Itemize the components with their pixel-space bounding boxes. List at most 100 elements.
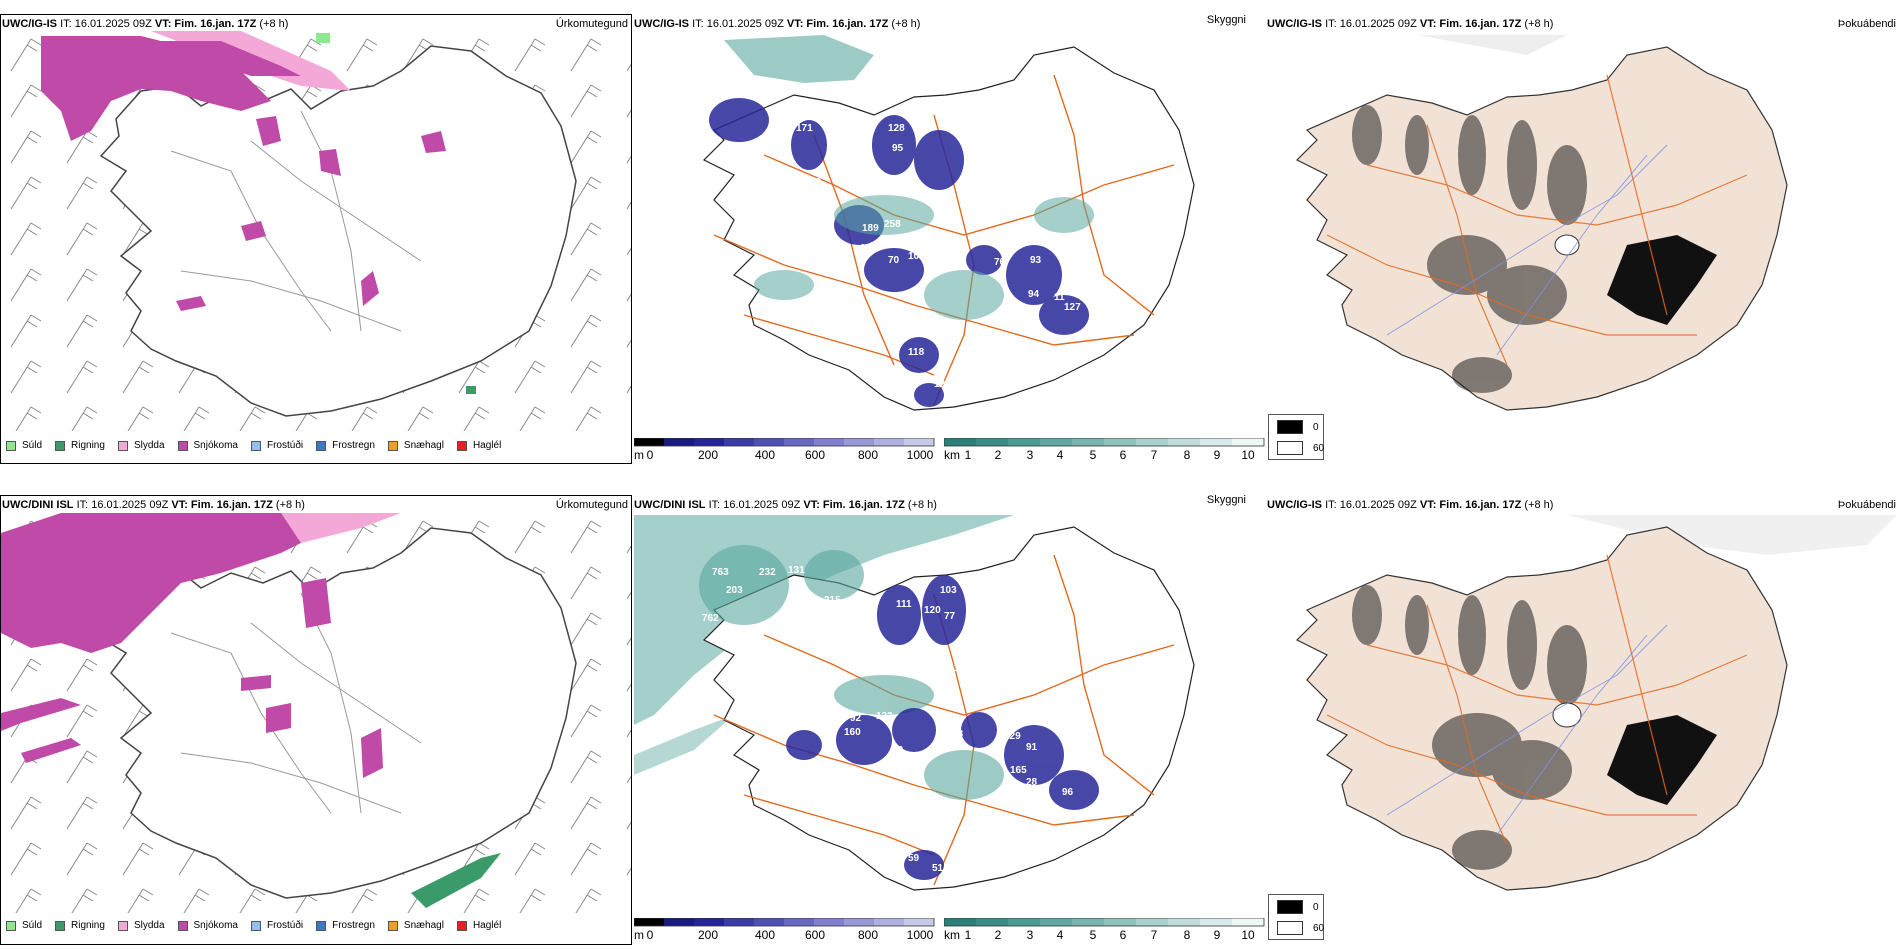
vis-km-unit: km: [944, 928, 960, 942]
legend-item-haglel: Haglél: [456, 920, 501, 931]
visibility-value-label: 28: [1026, 777, 1038, 788]
legend-item-rigning: Rigning: [55, 920, 105, 931]
vis-km-tick: 8: [1183, 448, 1191, 462]
visibility-value-label: 76: [994, 257, 1006, 268]
precip-legend-row2: Súld Rigning Slydda Snjókoma Frostúði Fr…: [6, 920, 514, 931]
visibility-labels-row1: 333 800 237 918 171 128 95 258 189 124 70 106 92 76 93…: [700, 79, 1081, 390]
visibility-value-label: 103: [940, 585, 957, 596]
visibility-value-label: 763: [712, 567, 729, 578]
legend-item-haglel: Haglél: [456, 440, 501, 451]
legend-item-snjokoma: Snjókoma: [177, 920, 238, 931]
visibility-value-label: 51: [932, 863, 944, 874]
vis-km-tick: 4: [1056, 928, 1064, 942]
legend-item-snjokoma: Snjókoma: [177, 440, 238, 451]
vis-km-tick: 4: [1056, 448, 1064, 462]
visibility-value-label: 118: [908, 347, 925, 358]
precip-legend-row1: Súld Rigning Slydda Snjókoma Frostúði Fr…: [6, 440, 514, 451]
precip-map-row1: [1, 31, 631, 431]
vis-km-tick: 10: [1241, 928, 1255, 942]
legend-item-rigning: Rigning: [55, 440, 105, 451]
visibility-value-label: 13: [810, 177, 822, 188]
vis-km-gradient: [944, 918, 1265, 927]
precip-map-frame: [0, 14, 632, 464]
vis-m-tick: 1000: [906, 448, 934, 462]
visibility-value-label: 92: [850, 713, 862, 724]
vis-m-colorbar-row2: m 0 200 400 600 800 1000: [634, 918, 940, 942]
vis-m-tick: 400: [754, 928, 776, 942]
visibility-value-label: 91: [1026, 742, 1038, 753]
vis-km-tick: 10: [1241, 448, 1255, 462]
visibility-value-label: 221: [794, 625, 811, 636]
visibility-value-label: 215: [824, 595, 841, 606]
vis-km-tick: 9: [1213, 448, 1221, 462]
legend-item-slydda: Slydda: [117, 920, 165, 931]
vis-m-tick: 800: [857, 928, 879, 942]
vis-km-colorbar-row1: km 1 2 3 4 5 6 7 8 9 10: [944, 438, 1266, 462]
vis-km-tick: 7: [1150, 928, 1158, 942]
legend-item-sudl: Súld: [6, 920, 42, 931]
visibility-value-label: 277: [912, 309, 929, 320]
vis-km-tick: 7: [1150, 448, 1158, 462]
vis-m-tick: 400: [754, 448, 776, 462]
vis-km-tick: 3: [1026, 928, 1034, 942]
visibility-value-label: 800: [732, 79, 749, 90]
vis-km-tick: 2: [994, 928, 1002, 942]
vis-m-tick: 1000: [906, 928, 934, 942]
visibility-value-label: 131: [788, 565, 805, 576]
header-fog-row1: UWC/IG-IS IT: 16.01.2025 09Z VT: Fim. 16…: [1267, 18, 1554, 30]
visibility-value-label: 93: [1030, 255, 1042, 266]
visibility-value-label: 258: [884, 219, 901, 230]
visibility-value-label: 120: [924, 605, 941, 616]
visibility-value-label: 109: [954, 663, 971, 674]
vis-km-tick: 5: [1089, 928, 1097, 942]
visibility-value-label: 229: [1004, 731, 1021, 742]
header-precip-row1: UWC/IG-IS IT: 16.01.2025 09Z VT: Fim. 16…: [2, 18, 289, 30]
vis-m-unit: m: [634, 928, 644, 942]
vis-m-tick: 200: [697, 448, 719, 462]
vis-km-tick: 1: [964, 928, 972, 942]
visibility-value-label: 430: [794, 607, 811, 618]
visibility-value-label: 106: [908, 251, 925, 262]
visibility-value-label: 189: [862, 223, 879, 234]
title-precip-row1: Úrkomutegund: [555, 18, 628, 30]
visibility-value-label: 333: [706, 89, 723, 100]
header-vis-row2: UWC/DINI ISL IT: 16.01.2025 09Z VT: Fim.…: [634, 499, 937, 511]
vis-km-tick: 3: [1026, 448, 1034, 462]
vis-km-colorbar-row2: km 1 2 3 4 5 6 7 8 9 10: [944, 918, 1266, 942]
legend-item-snaehagl: Snæhagl: [387, 920, 444, 931]
fog-map-row1: [1295, 35, 1788, 411]
fog-legend-value: 0: [1313, 901, 1319, 913]
legend-item-slydda: Slydda: [117, 440, 165, 451]
legend-item-frostudi: Frostúði: [250, 920, 303, 931]
legend-item-snaehagl: Snæhagl: [387, 440, 444, 451]
visibility-value-label: 171: [796, 123, 813, 134]
legend-item-frostregn: Frostregn: [316, 440, 375, 451]
vis-km-tick: 9: [1213, 928, 1221, 942]
visibility-value-label: 123: [876, 711, 893, 722]
header-vis-row1: UWC/IG-IS IT: 16.01.2025 09Z VT: Fim. 16…: [634, 18, 921, 30]
visibility-value-label: 70: [888, 255, 900, 266]
fog-legend-row1: 0 60: [1268, 414, 1324, 460]
precip-map-row2: [1, 513, 631, 913]
fog-legend-value: 0: [1313, 421, 1319, 433]
visibility-value-label: 762: [702, 613, 719, 624]
vis-km-tick: 8: [1183, 928, 1191, 942]
visibility-value-label: 108: [916, 839, 933, 850]
vis-m-tick: 0: [646, 928, 654, 942]
vis-m-tick: 600: [804, 928, 826, 942]
visibility-value-label: 237: [759, 79, 776, 90]
visibility-value-label: 30: [894, 327, 906, 338]
vis-m-unit: m: [634, 448, 644, 462]
visibility-value-label: 220: [916, 789, 933, 800]
fog-legend-value: 60: [1313, 922, 1325, 934]
visibility-value-label: 72: [892, 745, 904, 756]
title-vis-row2: Skyggni: [1206, 494, 1246, 506]
legend-item-frostudi: Frostúði: [250, 440, 303, 451]
visibility-value-label: 11: [1054, 292, 1065, 303]
vis-m-gradient: [634, 918, 935, 927]
legend-item-frostregn: Frostregn: [316, 920, 375, 931]
title-fog-row2: Þokuábendi: [1837, 499, 1896, 511]
vis-km-gradient: [944, 438, 1265, 447]
header-precip-row2: UWC/DINI ISL IT: 16.01.2025 09Z VT: Fim.…: [2, 499, 305, 511]
visibility-value-label: 61: [938, 742, 950, 753]
